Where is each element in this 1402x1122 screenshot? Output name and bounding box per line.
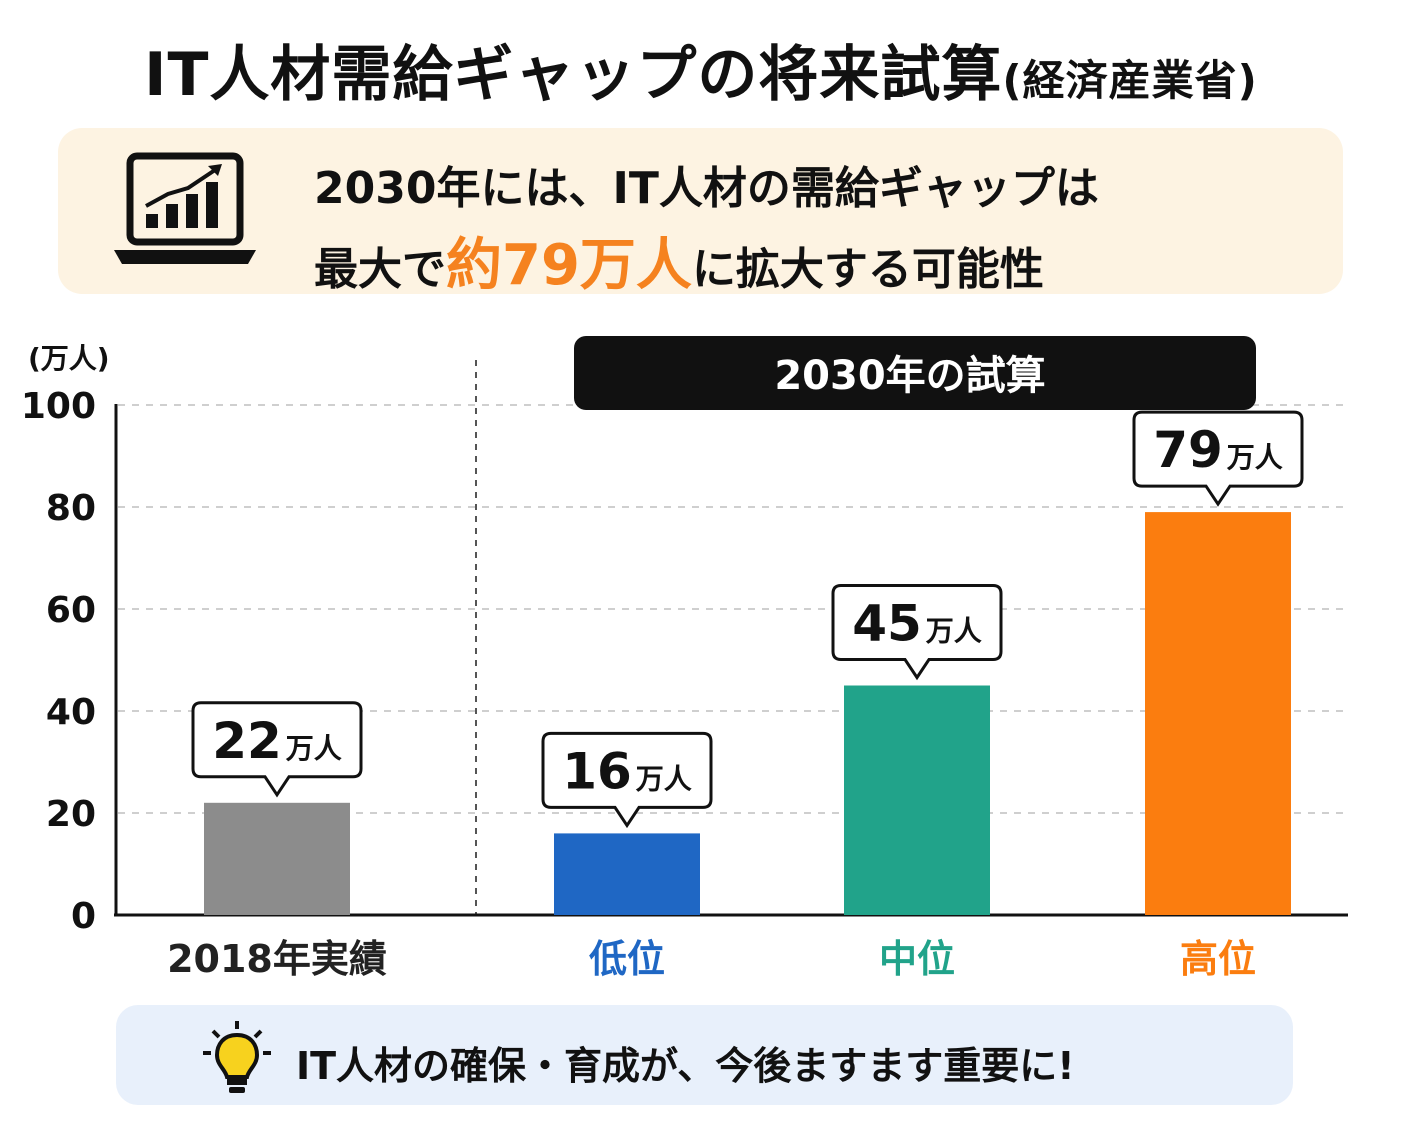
data-label-unit: 万人 [1227,441,1283,474]
x-tick-label: 高位 [1180,937,1256,981]
forecast-banner [574,336,1256,410]
y-tick-label: 0 [71,896,96,937]
y-tick-label: 40 [46,692,96,733]
summary-highlight: 約79万人 [446,233,692,298]
footer-message: IT人材の確保・育成が、今後ますます重要に! [296,1044,1075,1088]
bar [204,802,350,915]
light-bulb-icon [203,1021,271,1093]
summary-box: 2030年には、IT人材の需給ギャップは 最大で約79万人に拡大する可能性 [58,128,1343,298]
data-label: 22 万人 [212,712,342,770]
x-tick-label: 中位 [879,937,955,981]
x-tick-label: 2018年実績 [167,937,387,981]
value-callout-box [191,701,363,798]
y-tick-label: 100 [21,386,96,427]
laptop-growth-chart-icon [114,152,256,264]
forecast-banner-label: 2030年の試算 [774,353,1045,399]
data-label-value: 79 [1153,421,1223,479]
value-callout: 22 万人 [191,701,363,798]
value-callout: 16 万人 [541,731,713,829]
y-tick-label: 60 [46,590,96,631]
value-callout: 79 万人 [1132,410,1304,507]
y-axis-unit-label: (万人) [28,342,110,375]
bar [844,685,990,915]
y-tick-label: 80 [46,488,96,529]
page-title: IT人材需給ギャップの将来試算(経済産業省) [0,26,1402,113]
data-label-value: 22 [212,712,282,770]
data-label: 45 万人 [852,595,982,653]
bar [1145,512,1291,915]
data-label: 16 万人 [562,742,692,800]
value-callout-box [1132,410,1304,507]
y-tick-label: 20 [46,794,96,835]
value-callout-box [831,584,1003,681]
data-label-value: 45 [852,595,922,653]
value-callout-box [541,731,713,829]
footer-note: IT人材の確保・育成が、今後ますます重要に! [116,1005,1293,1105]
summary-line-2-post: に拡大する可能性 [691,244,1044,295]
bar [554,833,700,915]
title-source: (経済産業省) [1002,56,1258,105]
data-label: 79 万人 [1153,421,1283,479]
data-label-value: 16 [562,742,632,800]
data-label-unit: 万人 [926,615,982,648]
data-label-unit: 万人 [636,762,692,795]
title-main: IT人材需給ギャップの将来試算 [144,40,1003,110]
value-callout: 45 万人 [831,584,1003,681]
x-tick-label: 低位 [589,937,665,981]
summary-line-1: 2030年には、IT人材の需給ギャップは [314,163,1099,214]
summary-line-2-pre: 最大で [314,244,446,295]
data-label-unit: 万人 [286,732,342,765]
summary-line-2: 最大で約79万人に拡大する可能性 [314,220,1044,301]
